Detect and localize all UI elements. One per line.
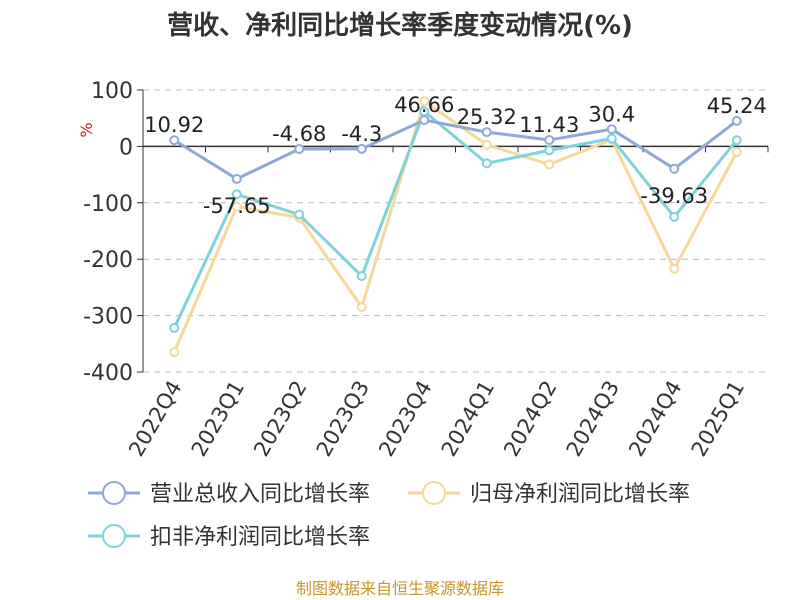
legend-label: 归母净利润同比增长率 — [470, 482, 690, 507]
series-line — [172, 98, 739, 353]
data-label: 30.4 — [588, 102, 635, 126]
legend-label: 营业总收入同比增长率 — [150, 482, 370, 507]
data-label: 10.92 — [144, 113, 204, 137]
series-line — [173, 118, 738, 181]
legend-item: 营业总收入同比增长率 — [88, 481, 370, 507]
data-point — [481, 139, 492, 150]
data-label: -57.65 — [203, 194, 271, 218]
data-point — [356, 302, 367, 313]
data-label: -4.68 — [272, 122, 326, 146]
data-point — [669, 163, 680, 174]
series-lines — [169, 96, 742, 358]
data-point — [231, 201, 242, 212]
data-label: 11.43 — [519, 113, 579, 137]
data-label: 46.66 — [394, 93, 454, 117]
data-point — [606, 124, 617, 135]
data-label: -4.3 — [341, 122, 382, 146]
data-point — [356, 143, 367, 154]
data-point — [669, 211, 680, 222]
source-note: 制图数据来自恒生聚源数据库 — [296, 579, 504, 598]
y-tick-label: 0 — [119, 135, 133, 160]
legend-item: 扣非净利润同比增长率 — [88, 524, 370, 550]
data-point — [481, 158, 492, 169]
data-point — [544, 145, 555, 156]
data-point — [481, 127, 492, 138]
x-tick-label: 2025Q1 — [687, 377, 749, 461]
series-revenue-growth — [169, 115, 742, 184]
x-tick-label: 2024Q2 — [499, 377, 561, 461]
x-tick-label: 2024Q1 — [437, 377, 499, 461]
series-deducted-net-profit-growth — [169, 106, 742, 334]
y-tick-label: 100 — [91, 79, 133, 104]
data-point — [544, 134, 555, 145]
data-point — [669, 263, 680, 274]
data-point — [169, 347, 180, 358]
data-label: 45.24 — [707, 94, 767, 118]
grid-lines — [143, 89, 768, 373]
legend-marker — [422, 481, 446, 505]
data-label: -39.63 — [640, 184, 708, 208]
chart-title: 营收、净利同比增长率季度变动情况(%) — [167, 10, 633, 41]
data-point — [294, 144, 305, 155]
legend-item: 归母净利润同比增长率 — [408, 481, 690, 507]
legend-marker — [102, 524, 126, 548]
x-tick-label: 2023Q2 — [249, 377, 311, 461]
data-point — [731, 115, 742, 126]
data-point — [356, 271, 367, 282]
data-label: 25.32 — [457, 105, 517, 129]
x-tick-label: 2024Q4 — [624, 377, 686, 461]
x-tick-label: 2023Q3 — [312, 377, 374, 461]
y-tick-label: -200 — [83, 248, 133, 273]
x-tick-label: 2022Q4 — [124, 377, 186, 461]
y-tick-label: -100 — [83, 192, 133, 217]
data-point — [606, 133, 617, 144]
data-point — [169, 135, 180, 146]
data-point — [731, 147, 742, 158]
legend-label: 扣非净利润同比增长率 — [150, 525, 370, 550]
series-line — [172, 108, 738, 329]
data-point — [731, 135, 742, 146]
x-tick-label: 2024Q3 — [562, 377, 624, 461]
x-tick-label: 2023Q1 — [187, 377, 249, 461]
data-point — [544, 159, 555, 170]
data-point — [294, 209, 305, 220]
x-tick-label: 2023Q4 — [374, 377, 436, 461]
data-point — [231, 173, 242, 184]
legend-marker — [102, 481, 126, 505]
y-axis-unit: % — [77, 122, 96, 137]
y-tick-label: -300 — [83, 305, 133, 330]
data-point — [169, 323, 180, 334]
y-tick-label: -400 — [83, 361, 133, 386]
data-point — [419, 96, 430, 107]
data-point — [419, 115, 430, 126]
data-point — [231, 189, 242, 200]
